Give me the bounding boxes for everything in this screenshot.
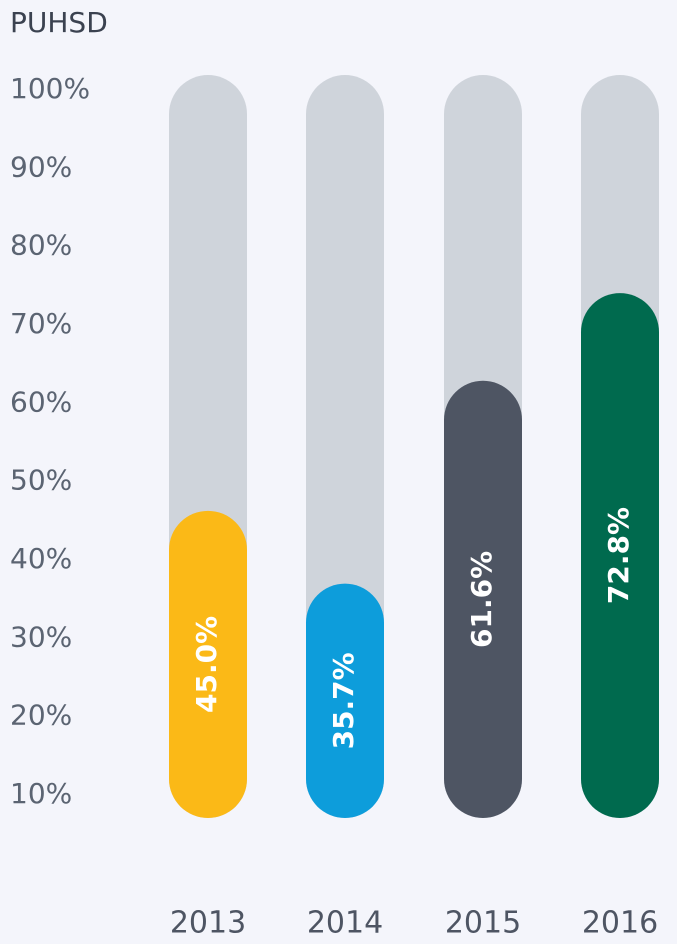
y-tick-label: 90% [10,150,72,183]
data-label: 45.0% [190,616,223,713]
data-label: 35.7% [327,652,360,749]
data-label: 72.8% [602,507,635,604]
x-tick-label: 2016 [582,906,658,941]
y-tick-label: 100% [10,72,90,105]
y-tick-label: 80% [10,229,72,262]
chart-title: PUHSD [10,6,108,39]
y-tick-label: 40% [10,542,72,575]
y-tick-label: 60% [10,385,72,418]
x-tick-label: 2015 [445,906,521,941]
x-tick-label: 2014 [307,906,383,941]
y-tick-label: 50% [10,464,72,497]
bar [169,510,247,818]
data-label: 61.6% [465,551,498,648]
y-tick-label: 70% [10,307,72,340]
x-tick-label: 2013 [170,906,246,941]
bar [581,293,659,819]
y-tick-label: 30% [10,620,72,653]
bar [306,583,384,818]
y-tick-label: 10% [10,777,72,810]
bar [444,380,522,818]
y-tick-label: 20% [10,699,72,732]
